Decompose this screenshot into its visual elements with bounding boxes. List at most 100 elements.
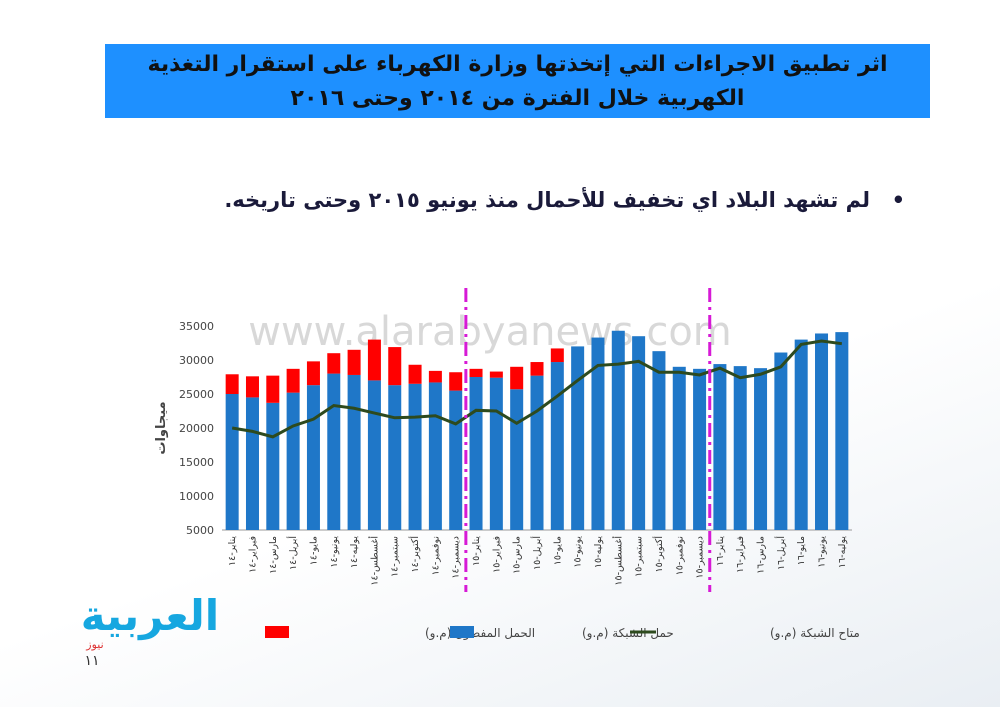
bar-segment [530,362,544,376]
slide-title: اثر تطبيق الاجراءات التي إتخذتها وزارة ا… [105,44,930,118]
x-tick-label: مايو-١٤ [308,536,319,565]
x-tick-label: يونيو-١٥ [573,536,584,568]
legend-label: الحمل المفصول (م.و) [425,626,535,641]
x-tick-label: سبتمبر-١٤ [390,536,401,577]
bar-segment [672,366,686,530]
x-tick-label: نوفمبر-١٥ [674,536,685,575]
bar-segment [510,366,524,390]
bar-segment [713,364,727,530]
legend-swatch [450,626,474,638]
bullet-text: لم تشهد البلاد اي تخفيف للأحمال منذ يوني… [224,188,870,212]
bar-segment [469,368,483,377]
bar-segment [550,362,564,530]
bar-segment [225,374,239,394]
bar-segment [388,347,402,386]
bar-segment [408,383,422,530]
bar-segment [266,375,280,403]
bar-segment [347,349,361,375]
bar-segment [428,382,442,530]
bar-segment [794,339,808,530]
x-tick-label: مايو-١٥ [552,536,563,565]
y-tick-label: 25000 [179,388,214,401]
bar-segment [632,336,646,530]
x-tick-label: فبراير-١٦ [735,536,746,573]
x-tick-label: يناير-١٤ [227,536,238,566]
bar-segment [530,375,544,530]
bar-segment [225,394,239,530]
x-tick-label: يونيو-١٤ [329,536,340,568]
watermark: www.alarabyanews.com [248,309,732,355]
x-tick-label: أغسطس-١٤ [367,536,380,586]
bar-segment [591,337,605,530]
x-tick-label: يوليه-١٥ [593,536,604,568]
bar-segment [611,330,625,530]
bar-segment [245,376,259,398]
y-tick-label: 10000 [179,490,214,503]
bar-segment [550,348,564,363]
legend-label: متاح الشبكة (م.و) [770,626,860,641]
bar-segment [510,389,524,530]
x-tick-label: ديسمبر-١٥ [695,536,706,579]
bar-segment [347,374,361,530]
bar-segment [733,366,747,530]
bar-segment [408,364,422,384]
logo: العربية [81,591,219,641]
x-tick-label: فبراير-١٤ [247,536,258,573]
bar-segment [428,370,442,383]
bar-segment [774,352,788,530]
y-tick-label: 35000 [179,320,214,333]
bar-segment [469,377,483,530]
x-tick-label: مايو-١٦ [796,536,807,565]
x-tick-label: يوليه-١٤ [349,536,360,568]
legend-label: حمل الشبكة (م.و) [582,626,674,641]
y-tick-label: 5000 [186,524,214,537]
bar-segment [652,351,666,530]
x-tick-label: أبريل-١٥ [530,536,543,570]
line-series [231,339,843,439]
bar-segment [367,339,381,381]
bar-segment [449,390,463,530]
y-axis-label: ميجاوات [154,401,169,454]
bar-segment [815,333,829,530]
x-tick-label: أبريل-١٤ [286,536,299,570]
legend-swatch [265,626,289,638]
x-tick-label: مارس-١٤ [268,536,279,574]
x-tick-label: سبتمبر-١٥ [634,536,645,577]
bar-segment [489,377,503,530]
bullet: • لم تشهد البلاد اي تخفيف للأحمال منذ يون… [224,188,905,212]
y-tick-label: 15000 [179,456,214,469]
x-tick-label: ديسمبر-١٤ [451,536,462,579]
x-tick-label: مارس-١٦ [756,536,767,574]
y-tick-label: 20000 [179,422,214,435]
x-tick-label: فبراير-١٥ [491,536,502,573]
bar-segment [306,361,320,386]
bar-segment [754,368,768,530]
bar-segment [449,372,463,391]
bar-segment [835,332,849,530]
bar-segment [286,368,300,393]
logo-sub: نيوز [85,638,103,651]
x-tick-label: أكتوبر-١٤ [408,536,421,573]
bar-segment [286,392,300,530]
x-tick-label: نوفمبر-١٤ [430,536,441,575]
bar-segment [306,385,320,530]
bar-segment [388,385,402,530]
bar-segment [245,397,259,530]
x-tick-label: مارس-١٥ [512,536,523,574]
bar-segment [266,402,280,530]
x-tick-label: يوليه-١٦ [837,536,848,568]
bar-segment [327,353,341,374]
bar-segment [327,373,341,530]
bar-segment [489,371,503,378]
x-tick-label: أغسطس-١٥ [611,536,624,586]
page-number: ١١ [84,653,99,669]
bar-segment [367,380,381,530]
x-tick-label: يونيو-١٦ [817,536,828,568]
bar-segment [571,346,585,530]
x-tick-label: أكتوبر-١٥ [652,536,665,573]
y-tick-label: 30000 [179,354,214,367]
bar-segment [693,368,707,530]
x-tick-label: يناير-١٦ [715,536,726,566]
